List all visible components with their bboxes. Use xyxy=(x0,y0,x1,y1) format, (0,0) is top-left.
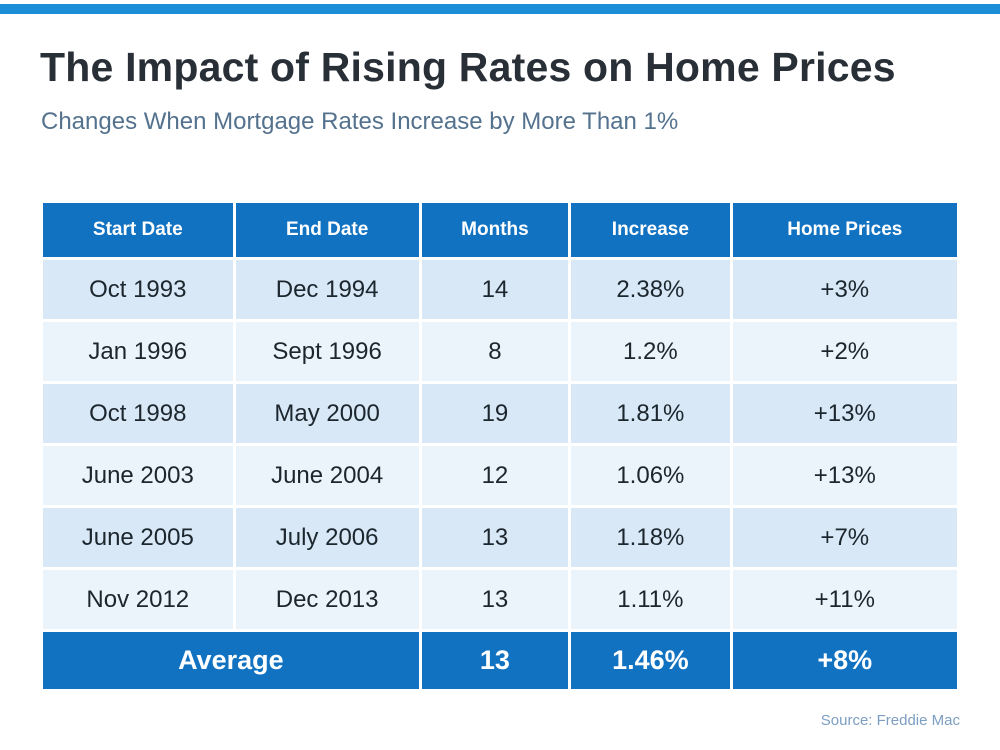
average-row: Average 13 1.46% +8% xyxy=(40,629,961,692)
table-cell: 12 xyxy=(418,443,572,508)
table-cell: +7% xyxy=(729,505,961,570)
table-cell: 1.81% xyxy=(568,381,733,446)
table-cell: June 2003 xyxy=(40,443,236,508)
table-row: June 2005 July 2006 13 1.18% +7% xyxy=(40,505,961,570)
table-cell: Dec 2013 xyxy=(232,567,422,632)
table-cell: +13% xyxy=(729,381,961,446)
table-cell: 8 xyxy=(418,319,572,384)
table-cell: +2% xyxy=(729,319,961,384)
table-cell: 13 xyxy=(418,505,572,570)
table-cell: June 2004 xyxy=(232,443,422,508)
table-header-row: Start Date End Date Months Increase Home… xyxy=(40,200,961,260)
table-cell: 19 xyxy=(418,381,572,446)
table-row: Oct 1993 Dec 1994 14 2.38% +3% xyxy=(40,257,961,322)
table-cell: 1.06% xyxy=(568,443,733,508)
table-row: June 2003 June 2004 12 1.06% +13% xyxy=(40,443,961,508)
average-label: Average xyxy=(40,629,422,692)
table-cell: June 2005 xyxy=(40,505,236,570)
average-months: 13 xyxy=(418,629,572,692)
col-header-home-prices: Home Prices xyxy=(729,200,961,260)
table-row: Nov 2012 Dec 2013 13 1.11% +11% xyxy=(40,567,961,632)
table-cell: 1.18% xyxy=(568,505,733,570)
col-header-start-date: Start Date xyxy=(40,200,236,260)
top-accent-bar xyxy=(0,4,1000,14)
table-cell: May 2000 xyxy=(232,381,422,446)
table-cell: Jan 1996 xyxy=(40,319,236,384)
col-header-increase: Increase xyxy=(568,200,733,260)
table-cell: +11% xyxy=(729,567,961,632)
page-subtitle: Changes When Mortgage Rates Increase by … xyxy=(41,108,679,135)
table-cell: +3% xyxy=(729,257,961,322)
table-cell: 13 xyxy=(418,567,572,632)
table-cell: July 2006 xyxy=(232,505,422,570)
col-header-end-date: End Date xyxy=(232,200,422,260)
table-cell: 14 xyxy=(418,257,572,322)
average-increase: 1.46% xyxy=(568,629,733,692)
table-row: Oct 1998 May 2000 19 1.81% +13% xyxy=(40,381,961,446)
table-row: Jan 1996 Sept 1996 8 1.2% +2% xyxy=(40,319,961,384)
table-cell: Nov 2012 xyxy=(40,567,236,632)
table-cell: Oct 1998 xyxy=(40,381,236,446)
table-cell: Oct 1993 xyxy=(40,257,236,322)
table-cell: Sept 1996 xyxy=(232,319,422,384)
table-cell: Dec 1994 xyxy=(232,257,422,322)
page-title: The Impact of Rising Rates on Home Price… xyxy=(40,44,896,90)
average-home-prices: +8% xyxy=(729,629,961,692)
table-cell: 2.38% xyxy=(568,257,733,322)
table-cell: 1.11% xyxy=(568,567,733,632)
source-credit: Source: Freddie Mac xyxy=(820,712,960,729)
table-cell: +13% xyxy=(729,443,961,508)
rates-table: Start Date End Date Months Increase Home… xyxy=(40,200,961,692)
col-header-months: Months xyxy=(418,200,572,260)
table-cell: 1.2% xyxy=(568,319,733,384)
